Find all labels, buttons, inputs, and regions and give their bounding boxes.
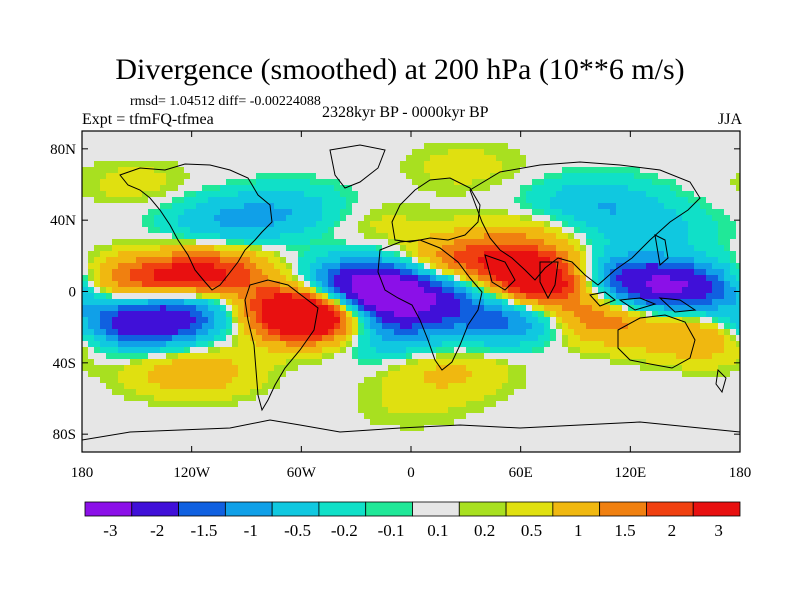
x-tick-label: 180: [71, 465, 94, 481]
y-tick-label: 0: [69, 285, 77, 301]
coastline-south-america: [244, 279, 319, 412]
coastline-japan: [654, 234, 669, 266]
colorbar-label: 0.2: [474, 521, 495, 540]
colorbar-swatch: [318, 501, 367, 517]
chart-title: Divergence (smoothed) at 200 hPa (10**6 …: [115, 53, 685, 86]
coastline-australia: [617, 314, 696, 369]
colorbar-swatch: [692, 501, 741, 517]
coastline-greenland: [329, 144, 386, 189]
colorbar-label: 1.5: [614, 521, 635, 540]
colorbar-label: 3: [714, 521, 723, 540]
x-tick-label: 60W: [287, 465, 317, 481]
axes: 180 120W 60W 0 60E 120E 180 80N 40N 0 40S 80S: [50, 131, 751, 481]
colorbar-label: -0.2: [331, 521, 358, 540]
y-tick-label: 80S: [53, 427, 76, 443]
colorbar-label: 1: [574, 521, 583, 540]
colorbar-swatch: [599, 501, 647, 517]
colorbar-swatch: [271, 501, 320, 517]
coastlines: [82, 144, 740, 441]
coastline-arabia: [484, 254, 516, 291]
y-tick-label: 40N: [50, 213, 76, 229]
colorbar-swatch: [365, 501, 413, 517]
colorbar-swatch: [412, 501, 460, 517]
colorbar-swatch: [458, 501, 507, 517]
colorbar-swatch: [131, 501, 179, 517]
colorbar-label: -1: [244, 521, 258, 540]
coastline-asia: [469, 161, 701, 286]
y-tick-label: 80N: [50, 142, 76, 158]
coastline-antarctica: [82, 419, 740, 441]
time-range-label: 2328kyr BP - 0000kyr BP: [322, 104, 489, 121]
colorbar-label: -0.5: [284, 521, 311, 540]
colorbar-label: 2: [668, 521, 677, 540]
colorbar-label: -3: [103, 521, 117, 540]
colorbar-swatch: [505, 501, 554, 517]
colorbar-swatch: [646, 501, 694, 517]
coastline-indonesia: [589, 291, 697, 313]
colorbar-swatch: [178, 501, 226, 517]
colorbar-label: -0.1: [378, 521, 405, 540]
coastline-new-zealand: [715, 368, 727, 394]
y-tick-label: 40S: [53, 356, 76, 372]
x-tick-label: 0: [407, 465, 415, 481]
coastline-north-america: [119, 163, 273, 291]
x-tick-label: 180: [729, 465, 752, 481]
colorbar-swatch: [224, 501, 273, 517]
colorbar-swatch: [84, 501, 133, 517]
experiment-label: Expt = tfmFQ-tfmea: [82, 111, 214, 128]
colorbar-label: 0.1: [427, 521, 448, 540]
colorbar-swatch: [552, 501, 601, 517]
colorbar-label: -2: [150, 521, 164, 540]
season-label: JJA: [717, 111, 742, 128]
colorbar-label: 0.5: [521, 521, 542, 540]
x-tick-label: 120E: [614, 465, 646, 481]
colorbar-label: -1.5: [191, 521, 218, 540]
coastline-europe: [391, 177, 481, 243]
stats-label: rmsd= 1.04512 diff= -0.00224088: [130, 94, 321, 109]
x-tick-label: 120W: [173, 465, 211, 481]
coastline-india: [539, 261, 559, 300]
x-tick-label: 60E: [509, 465, 533, 481]
divergence-field: [82, 131, 740, 452]
colorbar: -3 -2 -1.5 -1 -0.5 -0.2 -0.1 0.1 0.2 0.5 1 1.5 2 3: [84, 501, 741, 540]
coastline-africa: [377, 239, 483, 371]
